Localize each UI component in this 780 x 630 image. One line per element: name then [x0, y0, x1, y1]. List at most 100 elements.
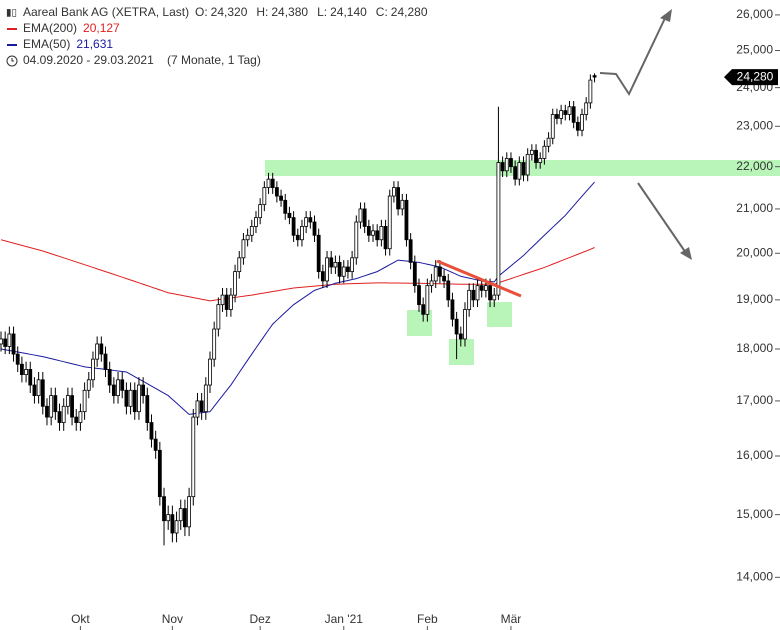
candle-body: [274, 187, 279, 197]
candle-body: [341, 266, 346, 277]
y-tick-label: 18,000: [736, 341, 773, 355]
candle-body: [107, 369, 112, 386]
candle-body: [216, 304, 221, 330]
ema-line: [0, 181, 595, 415]
y-tick-label: 16,000: [736, 448, 773, 462]
candle-body: [471, 289, 476, 301]
ohlc-label: L:: [317, 5, 327, 19]
candle-body: [262, 187, 267, 206]
clock-hands: [11, 58, 14, 62]
candle-body: [304, 217, 309, 227]
candle-body: [509, 158, 513, 168]
y-tick-label: 25,000: [736, 43, 773, 57]
candle-body: [475, 285, 480, 301]
candle-body: [396, 187, 401, 210]
candle-body: [24, 369, 28, 375]
candle-body: [433, 266, 438, 282]
candle-body: [417, 285, 421, 306]
candle-body: [178, 508, 183, 522]
x-tick-label: Mär: [501, 612, 522, 626]
y-tick-label: 17,000: [736, 393, 773, 407]
candle-body: [580, 114, 584, 131]
candle-body: [571, 106, 576, 123]
candle-body: [57, 411, 62, 423]
candle-body: [584, 102, 589, 115]
candle-body: [45, 405, 49, 418]
y-tick-label: 26,000: [736, 7, 773, 21]
candle-body: [86, 379, 91, 391]
candle-body: [19, 363, 24, 375]
ohlc-value: 24,140: [330, 5, 367, 19]
candle-body: [320, 271, 325, 282]
candle-body: [249, 226, 254, 236]
candle-body: [496, 162, 501, 296]
last-price-label: 24,280: [737, 69, 774, 83]
candle-body: [479, 285, 484, 291]
candle-body: [245, 234, 250, 241]
candle-body: [270, 178, 275, 188]
x-tick-label: Nov: [162, 612, 183, 626]
candle-body: [392, 187, 396, 197]
support-box: [449, 339, 474, 365]
scenario-arrow-up: [599, 13, 668, 97]
candle-body: [442, 275, 446, 282]
candle-body: [145, 395, 150, 423]
y-tick-label: 19,000: [736, 292, 773, 306]
x-tick-label: Dez: [249, 612, 270, 626]
ema-line: [0, 239, 595, 302]
candle-body: [128, 389, 133, 407]
candle-body: [404, 199, 409, 241]
candle-body: [463, 309, 467, 340]
x-tick-label: Jan '21: [325, 612, 364, 626]
candle-body: [371, 230, 375, 236]
candle-body: [325, 257, 329, 282]
candle-body: [592, 75, 597, 78]
candle-body: [124, 389, 129, 407]
instrument-title: Aareal Bank AG (XETRA, Last): [23, 5, 189, 19]
candle-body: [366, 226, 371, 236]
candle-body: [61, 405, 66, 423]
candle-body: [157, 449, 162, 498]
ohlc-label: H:: [256, 5, 268, 19]
candle-body: [346, 266, 350, 273]
plot-area: [0, 73, 597, 546]
candle-body: [95, 343, 100, 360]
candle-body: [350, 257, 355, 273]
candle-body: [199, 400, 204, 413]
candle-body: [362, 208, 367, 227]
candle-body: [400, 199, 405, 210]
ohlc-value: 24,320: [211, 5, 248, 19]
candle-body: [291, 217, 296, 236]
candle-body: [149, 422, 154, 440]
candle-body: [483, 285, 488, 291]
legend-value: 21,631: [76, 37, 113, 51]
candle-body: [195, 400, 200, 418]
candle-body: [3, 338, 8, 347]
candle-body: [137, 384, 141, 413]
legend-label: EMA(200): [23, 21, 77, 35]
candle-body: [517, 162, 522, 180]
candle-body: [11, 333, 16, 355]
candle-body: [337, 261, 342, 277]
candle-body: [191, 416, 196, 498]
candle-body: [49, 395, 54, 418]
candle-body: [0, 338, 3, 345]
candle-body: [559, 110, 564, 119]
candle-body: [521, 162, 526, 176]
candle-body: [116, 379, 120, 396]
candle-body: [212, 328, 217, 360]
candle-body: [141, 384, 146, 396]
candle-body: [504, 158, 509, 172]
candle-body: [458, 333, 463, 340]
scenario-arrow-down: [637, 182, 687, 254]
trend-line: [436, 259, 522, 298]
y-tick-label: 20,000: [736, 245, 773, 259]
candle-body: [534, 149, 538, 163]
candle-body: [450, 299, 455, 320]
candle-body: [300, 226, 304, 241]
clock-icon: [6, 55, 18, 67]
candle-body: [40, 379, 45, 407]
candle-body: [421, 304, 426, 315]
legend-label: EMA(50): [23, 37, 70, 51]
